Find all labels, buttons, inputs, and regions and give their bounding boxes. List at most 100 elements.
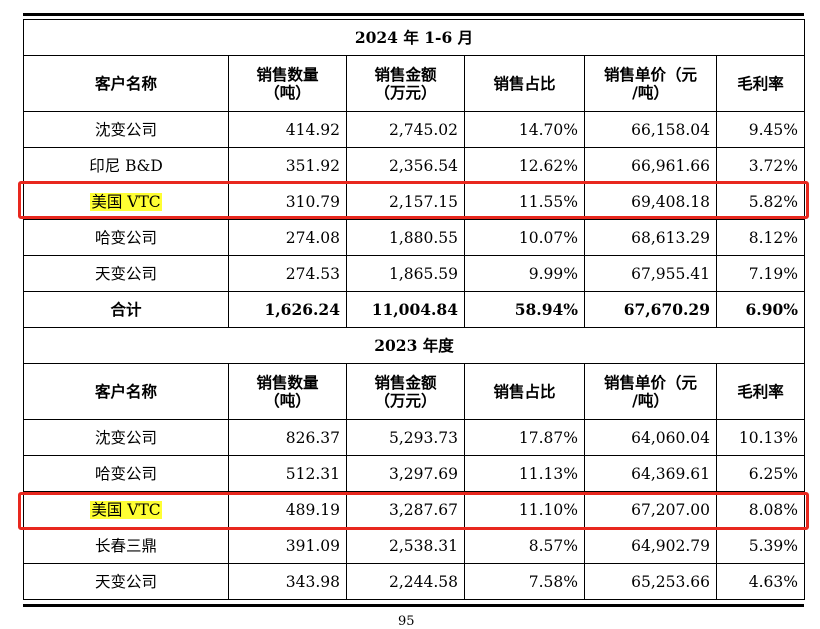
customer-name: 印尼 B&D	[23, 147, 229, 184]
period-row: 2024 年 1-6 月	[23, 19, 805, 56]
cell-share: 12.62%	[464, 147, 585, 184]
cell-amount: 1,865.59	[346, 255, 465, 292]
header-row: 客户名称 销售数量 （吨） 销售金额 （万元） 销售占比 销售单价（元/吨） 毛利率	[23, 363, 805, 420]
cell-share: 17.87%	[464, 419, 585, 456]
cell-share: 11.10%	[464, 491, 585, 528]
cell-qty: 489.19	[228, 491, 347, 528]
cell-margin: 5.39%	[716, 527, 805, 564]
cell-amount: 5,293.73	[346, 419, 465, 456]
column-header: 客户名称	[23, 55, 229, 112]
cell-margin: 6.25%	[716, 455, 805, 492]
table-row: 天变公司 274.53 1,865.59 9.99% 67,955.41 7.19%	[23, 255, 805, 292]
cell-amount: 2,157.15	[346, 183, 465, 220]
total-margin: 6.90%	[716, 291, 805, 328]
cell-qty: 512.31	[228, 455, 347, 492]
cell-margin: 3.72%	[716, 147, 805, 184]
table-row: 哈变公司 512.31 3,297.69 11.13% 64,369.61 6.25%	[23, 455, 805, 492]
cell-amount: 2,356.54	[346, 147, 465, 184]
period-row: 2023 年度	[23, 327, 805, 364]
cell-qty: 343.98	[228, 563, 347, 600]
cell-qty: 391.09	[228, 527, 347, 564]
column-header: 销售数量 （吨）	[228, 363, 347, 420]
cell-share: 14.70%	[464, 111, 585, 148]
cell-qty: 310.79	[228, 183, 347, 220]
column-header: 毛利率	[716, 363, 805, 420]
customer-name-text: 哈变公司	[94, 228, 157, 247]
customer-name: 天变公司	[23, 563, 229, 600]
customer-name: 美国 VTC	[23, 183, 229, 220]
customer-name-text: 长春三鼎	[94, 536, 157, 555]
cell-amount: 1,880.55	[346, 219, 465, 256]
column-header: 销售占比	[464, 55, 585, 112]
cell-qty: 351.92	[228, 147, 347, 184]
column-header: 销售数量 （吨）	[228, 55, 347, 112]
customer-name: 美国 VTC	[23, 491, 229, 528]
customer-name-text: 哈变公司	[94, 464, 157, 483]
cell-margin: 9.45%	[716, 111, 805, 148]
column-header: 销售单价（元/吨）	[584, 363, 717, 420]
cell-margin: 8.12%	[716, 219, 805, 256]
period-title: 2024 年 1-6 月	[23, 19, 805, 56]
customer-name: 哈变公司	[23, 455, 229, 492]
column-header: 销售金额 （万元）	[346, 55, 465, 112]
total-share: 58.94%	[464, 291, 585, 328]
cell-amount: 2,538.31	[346, 527, 465, 564]
cell-price: 64,902.79	[584, 527, 717, 564]
cell-price: 68,613.29	[584, 219, 717, 256]
table-row: 天变公司 343.98 2,244.58 7.58% 65,253.66 4.63%	[23, 563, 805, 600]
cell-price: 64,060.04	[584, 419, 717, 456]
customer-name-text: 天变公司	[94, 572, 157, 591]
period-title: 2023 年度	[23, 327, 805, 364]
cell-amount: 2,244.58	[346, 563, 465, 600]
column-header: 销售单价（元/吨）	[584, 55, 717, 112]
customer-name: 长春三鼎	[23, 527, 229, 564]
table-row: 沈变公司 414.92 2,745.02 14.70% 66,158.04 9.45%	[23, 111, 805, 148]
customer-name-text: 天变公司	[94, 264, 157, 283]
cell-price: 69,408.18	[584, 183, 717, 220]
cell-qty: 274.53	[228, 255, 347, 292]
cell-qty: 826.37	[228, 419, 347, 456]
cell-share: 8.57%	[464, 527, 585, 564]
table-bottom-rule	[23, 604, 804, 607]
column-header: 销售金额 （万元）	[346, 363, 465, 420]
column-header: 客户名称	[23, 363, 229, 420]
customer-name-text: 美国 VTC	[90, 500, 162, 519]
cell-price: 64,369.61	[584, 455, 717, 492]
table-top-rule	[23, 13, 804, 16]
customer-name-text: 印尼 B&D	[89, 156, 163, 175]
column-header: 毛利率	[716, 55, 805, 112]
customer-name: 沈变公司	[23, 419, 229, 456]
cell-margin: 10.13%	[716, 419, 805, 456]
cell-share: 9.99%	[464, 255, 585, 292]
header-row: 客户名称 销售数量 （吨） 销售金额 （万元） 销售占比 销售单价（元/吨） 毛利率	[23, 55, 805, 112]
cell-margin: 5.82%	[716, 183, 805, 220]
cell-qty: 414.92	[228, 111, 347, 148]
table-row: 印尼 B&D 351.92 2,356.54 12.62% 66,961.66 3.72%	[23, 147, 805, 184]
table-row: 沈变公司 826.37 5,293.73 17.87% 64,060.04 10.13%	[23, 419, 805, 456]
cell-amount: 3,297.69	[346, 455, 465, 492]
table-row: 长春三鼎 391.09 2,538.31 8.57% 64,902.79 5.39%	[23, 527, 805, 564]
table-row: 哈变公司 274.08 1,880.55 10.07% 68,613.29 8.12%	[23, 219, 805, 256]
cell-share: 11.13%	[464, 455, 585, 492]
total-amount: 11,004.84	[346, 291, 465, 328]
customer-name-text: 沈变公司	[94, 428, 157, 447]
cell-price: 65,253.66	[584, 563, 717, 600]
total-qty: 1,626.24	[228, 291, 347, 328]
cell-qty: 274.08	[228, 219, 347, 256]
total-row: 合计 1,626.24 11,004.84 58.94% 67,670.29 6.90%	[23, 291, 805, 328]
customer-name-text: 沈变公司	[94, 120, 157, 139]
cell-price: 66,961.66	[584, 147, 717, 184]
cell-amount: 3,287.67	[346, 491, 465, 528]
column-header: 销售占比	[464, 363, 585, 420]
cell-price: 67,955.41	[584, 255, 717, 292]
cell-share: 10.07%	[464, 219, 585, 256]
customer-name: 沈变公司	[23, 111, 229, 148]
customer-name: 天变公司	[23, 255, 229, 292]
cell-price: 67,207.00	[584, 491, 717, 528]
table-row: 美国 VTC 489.19 3,287.67 11.10% 67,207.00 8.08%	[23, 491, 805, 528]
cell-share: 11.55%	[464, 183, 585, 220]
sales-table: 2024 年 1-6 月客户名称 销售数量 （吨） 销售金额 （万元） 销售占比 销售单价（…	[23, 19, 805, 600]
cell-share: 7.58%	[464, 563, 585, 600]
cell-price: 66,158.04	[584, 111, 717, 148]
cell-margin: 8.08%	[716, 491, 805, 528]
